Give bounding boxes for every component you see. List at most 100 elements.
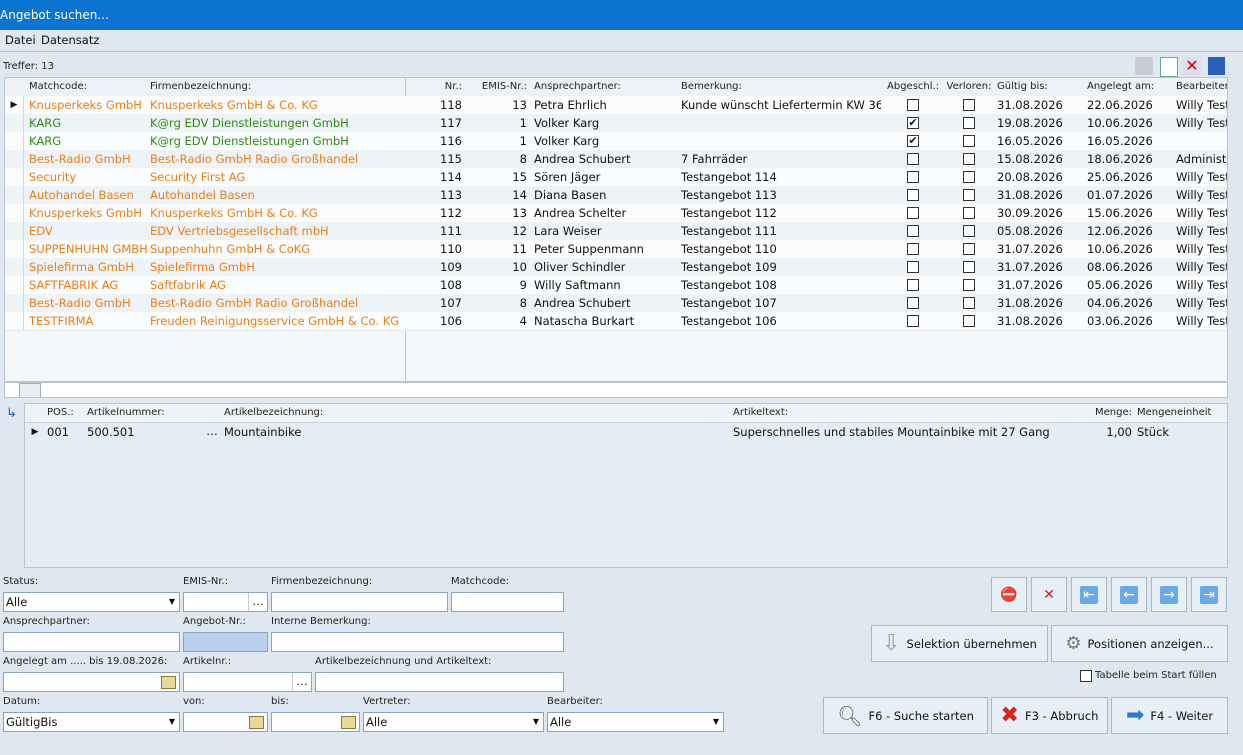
filter-label: Datum:	[3, 696, 41, 707]
filter-input[interactable]: …	[183, 592, 268, 612]
title-bar: Angebot suchen...	[0, 0, 1243, 30]
cell: Testangebot 110	[681, 242, 777, 256]
cell: Mountainbike	[224, 425, 302, 439]
filter-input[interactable]	[271, 592, 448, 612]
filter-input[interactable]	[451, 592, 564, 612]
nav-button[interactable]: ←	[1111, 577, 1147, 612]
filter-label: Matchcode:	[451, 576, 509, 587]
row-selector	[5, 222, 24, 240]
cell: 05.08.2026	[997, 224, 1063, 238]
checkbox	[907, 189, 919, 201]
row-selector	[5, 258, 24, 276]
cell: 15	[512, 170, 527, 184]
filter-input[interactable]	[183, 632, 268, 652]
filter-input[interactable]	[3, 672, 180, 692]
header-row	[25, 404, 1227, 423]
cell: 4	[519, 314, 527, 328]
cell: Willy Saftmann	[534, 278, 621, 292]
h-scrollbar[interactable]	[4, 382, 1228, 398]
row-selector	[5, 114, 24, 132]
menu-record[interactable]: Datensatz	[41, 33, 100, 47]
cell: 31.07.2026	[997, 242, 1063, 256]
checkbox	[907, 315, 919, 327]
select-button[interactable]: ⇩ Selektion übernehmen	[871, 625, 1048, 662]
cell: 114	[440, 170, 462, 184]
checkbox	[907, 261, 919, 273]
menu-file[interactable]: Datei	[5, 33, 36, 47]
cell: 500.501	[87, 425, 135, 439]
search-button[interactable]: 🔍︎ F6 - Suche starten	[823, 697, 988, 734]
nav-button[interactable]: →	[1151, 577, 1187, 612]
checkbox: ✔	[907, 135, 919, 147]
nav-button[interactable]: ⇤	[1071, 577, 1107, 612]
cancel-button[interactable]: ✖ F3 - Abbruch	[991, 697, 1108, 734]
cell: Autohandel Basen	[150, 188, 255, 202]
filter-input[interactable]: …	[183, 672, 312, 692]
next-button[interactable]: ➡ F4 - Weiter	[1111, 697, 1228, 734]
cell: Testangebot 114	[681, 170, 777, 184]
cell: 7 Fahrräder	[681, 152, 748, 166]
row-selector: ▶	[31, 427, 39, 437]
window-title: Angebot suchen...	[0, 8, 109, 22]
calendar-button	[249, 716, 264, 729]
cell: 31.08.2026	[997, 98, 1063, 112]
column-header: Matchcode:	[29, 81, 87, 92]
cell: Spielefirma GmbH	[29, 260, 134, 274]
filter-input[interactable]: Alle ▼	[547, 712, 724, 732]
cell: Willy Test	[1176, 224, 1228, 238]
nav-button[interactable]: ⇥	[1191, 577, 1227, 612]
filter-input[interactable]	[183, 712, 268, 732]
positions-button[interactable]: ⚙ Positionen anzeigen...	[1051, 625, 1228, 662]
filter-label: Artikelbezeichnung und Artikeltext:	[315, 656, 492, 667]
cell: Freuden Reinigungsservice GmbH & Co. KG	[150, 314, 400, 328]
export-icon[interactable]	[1160, 57, 1178, 77]
filter-input[interactable]	[3, 632, 180, 652]
grid-row[interactable]	[5, 312, 1227, 331]
cell: Willy Test	[1176, 170, 1228, 184]
cell: Diana Basen	[534, 188, 607, 202]
row-selector	[5, 240, 24, 258]
column-header: Gültig bis:	[997, 81, 1048, 92]
filter-value: Alle	[6, 595, 28, 609]
cell: KARG	[29, 134, 62, 148]
cell: Volker Karg	[534, 134, 600, 148]
print-icon[interactable]	[1135, 57, 1153, 75]
cell: Testangebot 107	[681, 296, 777, 310]
cell: 1	[519, 116, 527, 130]
checkbox	[907, 297, 919, 309]
filter-value: Alle	[550, 715, 572, 729]
cell: K@rg EDV Dienstleistungen GmbH	[150, 134, 349, 148]
checkbox	[907, 279, 919, 291]
cell: Knusperkeks GmbH	[29, 98, 142, 112]
ellipsis-button[interactable]: …	[206, 424, 218, 438]
nav-button[interactable]: ✕	[1031, 577, 1067, 612]
save-icon[interactable]	[1208, 57, 1225, 75]
cell: Testangebot 109	[681, 260, 777, 274]
cell: Testangebot 108	[681, 278, 777, 292]
cell: 13	[512, 206, 527, 220]
positions-label: Positionen anzeigen...	[1087, 636, 1214, 651]
filter-input[interactable]	[271, 712, 360, 732]
filter-input[interactable]: Alle ▼	[3, 592, 180, 612]
filter-input[interactable]: GültigBis ▼	[3, 712, 180, 732]
cell: 108	[440, 278, 462, 292]
column-header: POS.:	[47, 407, 74, 418]
cell: Willy Test	[1176, 296, 1228, 310]
dropdown-arrow: ▼	[712, 717, 720, 726]
dropdown-arrow: ▼	[532, 717, 540, 726]
filter-input[interactable]: Alle ▼	[363, 712, 544, 732]
filter-input[interactable]	[315, 672, 564, 692]
filter-label: Artikelnr.:	[183, 656, 232, 667]
filter-input[interactable]	[271, 632, 564, 652]
cell: 10.06.2026	[1087, 242, 1153, 256]
nav-button[interactable]: ⛔	[991, 577, 1027, 612]
cell: Natascha Burkart	[534, 314, 635, 328]
delete-icon[interactable]: ✕	[1183, 57, 1201, 75]
cancel-label: F3 - Abbruch	[1024, 708, 1099, 723]
checkbox	[963, 243, 975, 255]
next-label: F4 - Weiter	[1150, 708, 1214, 723]
cell: 31.07.2026	[997, 278, 1063, 292]
cell: Lara Weiser	[534, 224, 602, 238]
checkbox	[963, 225, 975, 237]
fill-checkbox[interactable]	[1080, 670, 1092, 682]
